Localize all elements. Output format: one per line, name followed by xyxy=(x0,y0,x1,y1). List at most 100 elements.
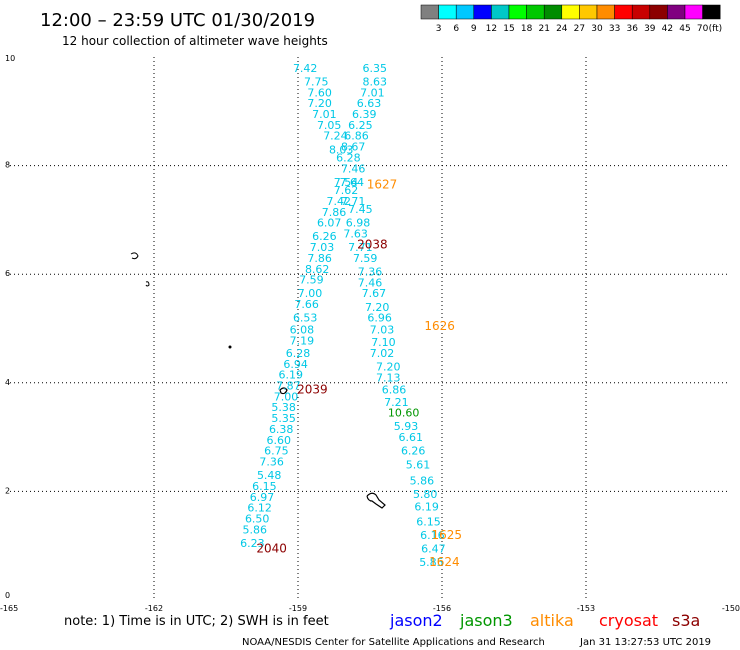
colorbar-label: 9 xyxy=(471,24,477,34)
island-outline xyxy=(279,387,288,395)
data-point-label: 6.19 xyxy=(414,501,439,514)
colorbar-label: 21 xyxy=(538,24,549,34)
colorbar-label: 6 xyxy=(453,24,459,34)
y-tick-label: 0 xyxy=(5,591,10,600)
data-point-label: 6.50 xyxy=(245,513,270,526)
data-point-label: 7.20 xyxy=(376,361,401,374)
y-tick-label: 2 xyxy=(5,486,10,495)
colorbar-unit: (ft) xyxy=(709,24,723,34)
data-point-label: 7.75 xyxy=(304,75,329,88)
y-tick-label: 4 xyxy=(5,378,10,387)
data-point-label: 7.45 xyxy=(348,203,373,216)
colorbar-swatch xyxy=(649,4,668,20)
data-point-label: 6.26 xyxy=(401,445,426,458)
data-point-label: 7.03 xyxy=(370,324,395,337)
x-tick-label: -153 xyxy=(577,604,595,613)
chart-subtitle: 12 hour collection of altimeter wave hei… xyxy=(62,34,328,48)
data-point-label: 7.46 xyxy=(341,162,366,175)
island-outline xyxy=(366,492,386,509)
data-point-label: 7.64 xyxy=(340,176,365,189)
data-point-label: 7.20 xyxy=(307,97,332,110)
colorbar-swatch xyxy=(420,4,439,20)
colorbar-label: 24 xyxy=(556,24,568,34)
data-point-label: 6.47 xyxy=(421,542,446,555)
data-point-label: 5.61 xyxy=(406,458,431,471)
data-point-label: 6.60 xyxy=(267,434,292,447)
data-point-label: 7.01 xyxy=(312,108,337,121)
colorbar-label: 18 xyxy=(521,24,533,34)
data-point-label: 7.01 xyxy=(360,86,385,99)
data-point-label: 6.75 xyxy=(264,445,289,458)
satellite-legend: jason2 jason3 altika cryosat s3a xyxy=(389,611,700,630)
data-point-label: 8.67 xyxy=(341,141,366,154)
data-point-label: 6.19 xyxy=(279,369,304,382)
data-point-label: 6.53 xyxy=(293,312,318,325)
data-point-label: 7.66 xyxy=(294,298,319,311)
colorbar-label: 70 xyxy=(697,24,709,34)
data-point-label: 1627 xyxy=(367,178,398,192)
data-point-label: 7.86 xyxy=(307,252,332,265)
grid-lines xyxy=(10,57,730,600)
island-outline xyxy=(145,281,150,287)
colorbar-swatch xyxy=(631,4,651,20)
data-point-label: 6.39 xyxy=(352,108,377,121)
data-point-label: 7.54 xyxy=(334,176,359,189)
data-point-label: 8.62 xyxy=(305,263,330,276)
data-point-label: 6.86 xyxy=(344,130,369,143)
colorbar-swatch xyxy=(455,4,475,20)
x-tick-label: -156 xyxy=(433,604,451,613)
data-point-label: 5.35 xyxy=(271,412,296,425)
colorbar-swatch xyxy=(579,4,598,20)
data-point-label: 7.67 xyxy=(362,287,387,300)
x-tick-label: -165 xyxy=(0,604,18,613)
colorbar-swatch xyxy=(473,4,492,20)
data-point-label: 6.12 xyxy=(247,502,272,515)
colorbar-swatch xyxy=(561,4,580,20)
data-point-label: 6.16 xyxy=(420,529,445,542)
colorbar-label: 3 xyxy=(436,24,442,34)
island-dot xyxy=(228,345,232,349)
legend-entry-altika: altika xyxy=(530,611,574,630)
data-point-label: 5.85 xyxy=(419,556,444,569)
colorbar-label: 27 xyxy=(574,24,585,34)
data-point-label: 6.08 xyxy=(290,324,315,337)
data-point-label: 7.87 xyxy=(276,380,301,393)
data-point-label: 7.36 xyxy=(259,456,284,469)
data-point-label: 7.21 xyxy=(384,396,409,409)
colorbar-label: 12 xyxy=(486,24,497,34)
colorbar-swatch xyxy=(508,4,527,20)
data-point-label: 1626 xyxy=(424,319,455,333)
chart-title: 12:00 – 23:59 UTC 01/30/2019 xyxy=(40,10,315,31)
legend-entry-jason2: jason2 xyxy=(389,611,443,630)
data-point-label: 2039 xyxy=(297,382,328,396)
data-point-label: 8.63 xyxy=(363,75,388,88)
data-point-label: 10.60 xyxy=(388,407,420,420)
data-point-label: 5.86 xyxy=(243,523,268,536)
data-point-label: 2040 xyxy=(256,541,287,555)
data-point-label: 5.38 xyxy=(271,401,296,414)
data-point-label: 6.63 xyxy=(357,97,382,110)
data-point-label: 5.86 xyxy=(410,475,435,488)
data-point-label: 7.86 xyxy=(322,206,347,219)
data-point-label: 6.38 xyxy=(269,423,294,436)
data-point-label: 7.62 xyxy=(334,184,359,197)
y-tick-label: 10 xyxy=(5,54,15,63)
colorbar-swatch xyxy=(667,4,686,20)
data-point-label: 7.00 xyxy=(298,287,323,300)
data-point-label: 6.35 xyxy=(363,62,388,75)
colorbar: 3 6 9 12 15 18 21 24 27 30 33 36 39 42 45 70 (ft) xyxy=(420,4,723,34)
data-point-label: 7.59 xyxy=(299,274,324,287)
coastline-marks xyxy=(130,252,386,509)
data-point-label: 7.10 xyxy=(371,336,396,349)
data-point-label: 7.19 xyxy=(290,334,315,347)
colorbar-label: 36 xyxy=(626,24,638,34)
data-point-label: 7.13 xyxy=(376,371,401,384)
data-point-label: 7.71 xyxy=(348,241,373,254)
data-point-label: 7.05 xyxy=(317,119,342,132)
data-point-label: 7.63 xyxy=(343,227,368,240)
colorbar-label: 30 xyxy=(591,24,603,34)
data-point-label: 6.07 xyxy=(317,217,342,230)
island-outline xyxy=(130,252,139,260)
colorbar-label: 42 xyxy=(662,24,673,34)
